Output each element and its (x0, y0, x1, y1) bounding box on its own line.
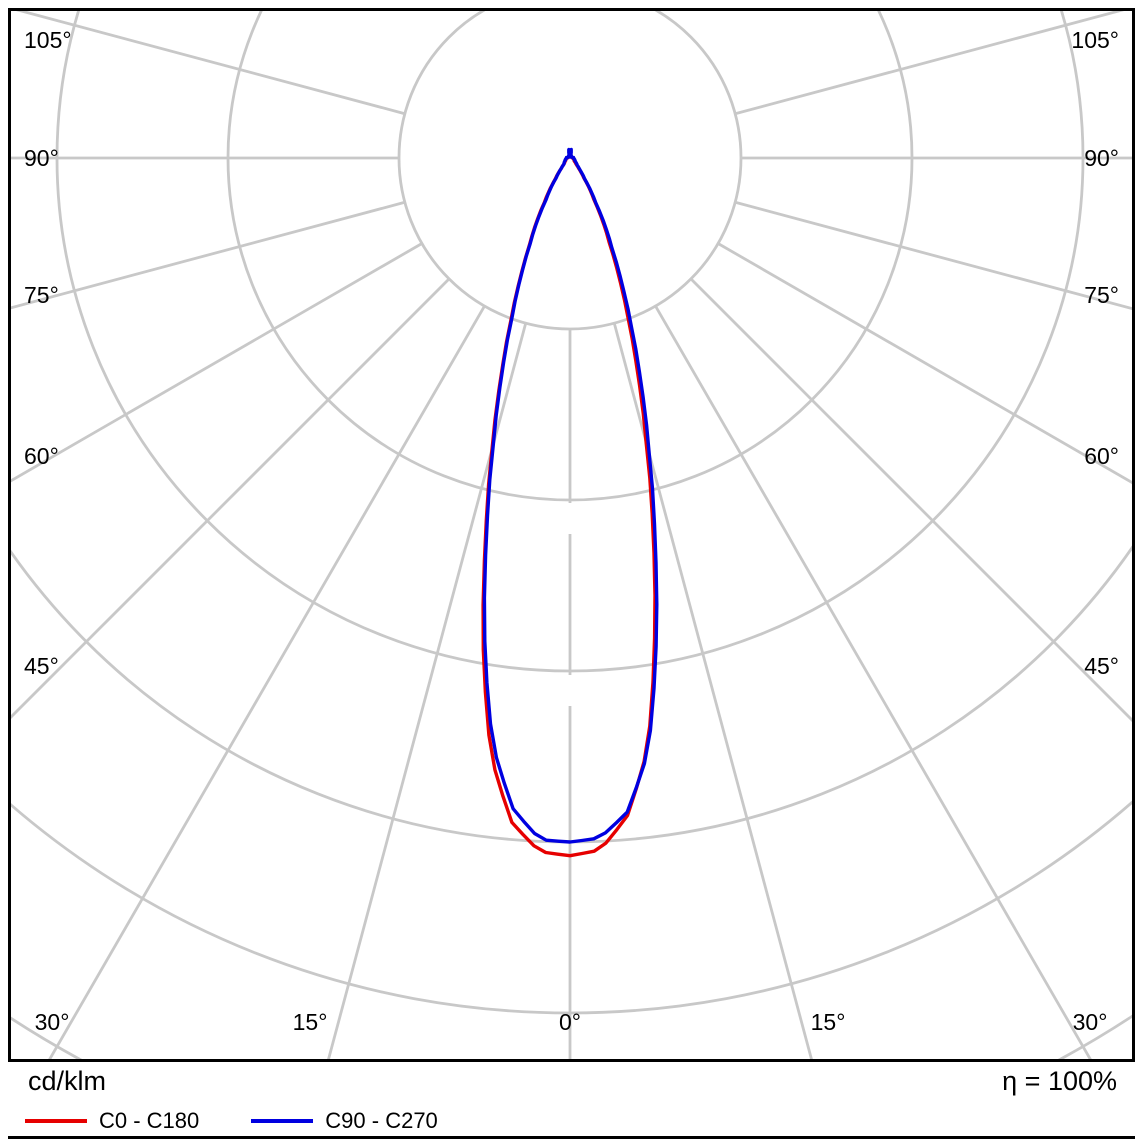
angle-label: 90° (1084, 145, 1119, 171)
legend-label-c90-c270: C90 - C270 (325, 1108, 438, 1133)
grid-ray (734, 200, 1132, 311)
efficiency-value: η = 100% (1002, 1066, 1117, 1096)
grid-ray (11, 200, 406, 310)
legend-label-c0-c180: C0 - C180 (99, 1108, 200, 1133)
chart-frame (8, 8, 1135, 1062)
legend-marker-c0-c180 (25, 1119, 87, 1123)
angle-label: 105° (24, 27, 72, 53)
grid-ray (15, 11, 406, 116)
angle-label: 45° (24, 653, 59, 679)
curve-c90-c270 (482, 147, 659, 844)
angle-label: 60° (24, 443, 59, 469)
blank-ring-value-box (552, 503, 588, 534)
angle-label: 75° (24, 282, 59, 308)
units-label: cd/klm (28, 1066, 107, 1096)
angle-label: 15° (293, 1009, 328, 1035)
angle-label: 75° (1084, 282, 1119, 308)
grid-ray (327, 322, 528, 1059)
legend-marker-c90-c270 (251, 1119, 314, 1123)
grid-ring (397, 11, 743, 331)
blank-ring-value-box (552, 675, 588, 706)
angle-label: 45° (1084, 653, 1119, 679)
grid-ring (11, 545, 1132, 844)
angle-label: 105° (1071, 27, 1119, 53)
grid-ray (612, 322, 813, 1059)
angle-label: 30° (1073, 1009, 1108, 1035)
grid-ray (11, 242, 423, 483)
legend: C0 - C180 C90 - C270 (25, 1108, 438, 1134)
angle-label: 30° (35, 1009, 70, 1035)
grid-ray (717, 242, 1132, 485)
grid-ray (734, 11, 1125, 116)
grid-ray (689, 277, 1132, 722)
grid-ray (11, 277, 451, 719)
angle-label: 15° (811, 1009, 846, 1035)
angle-label: 90° (24, 145, 59, 171)
angle-labels: 105° 90° 75° 60° 45° 105° 90° 75° 60° 45° 30° 15° 0°… (24, 27, 1119, 1035)
grid-ray (48, 305, 486, 1059)
grid-ray (654, 305, 1092, 1059)
bottom-divider (8, 1136, 1135, 1139)
angle-label: 0° (559, 1009, 581, 1035)
angle-label: 60° (1084, 443, 1119, 469)
